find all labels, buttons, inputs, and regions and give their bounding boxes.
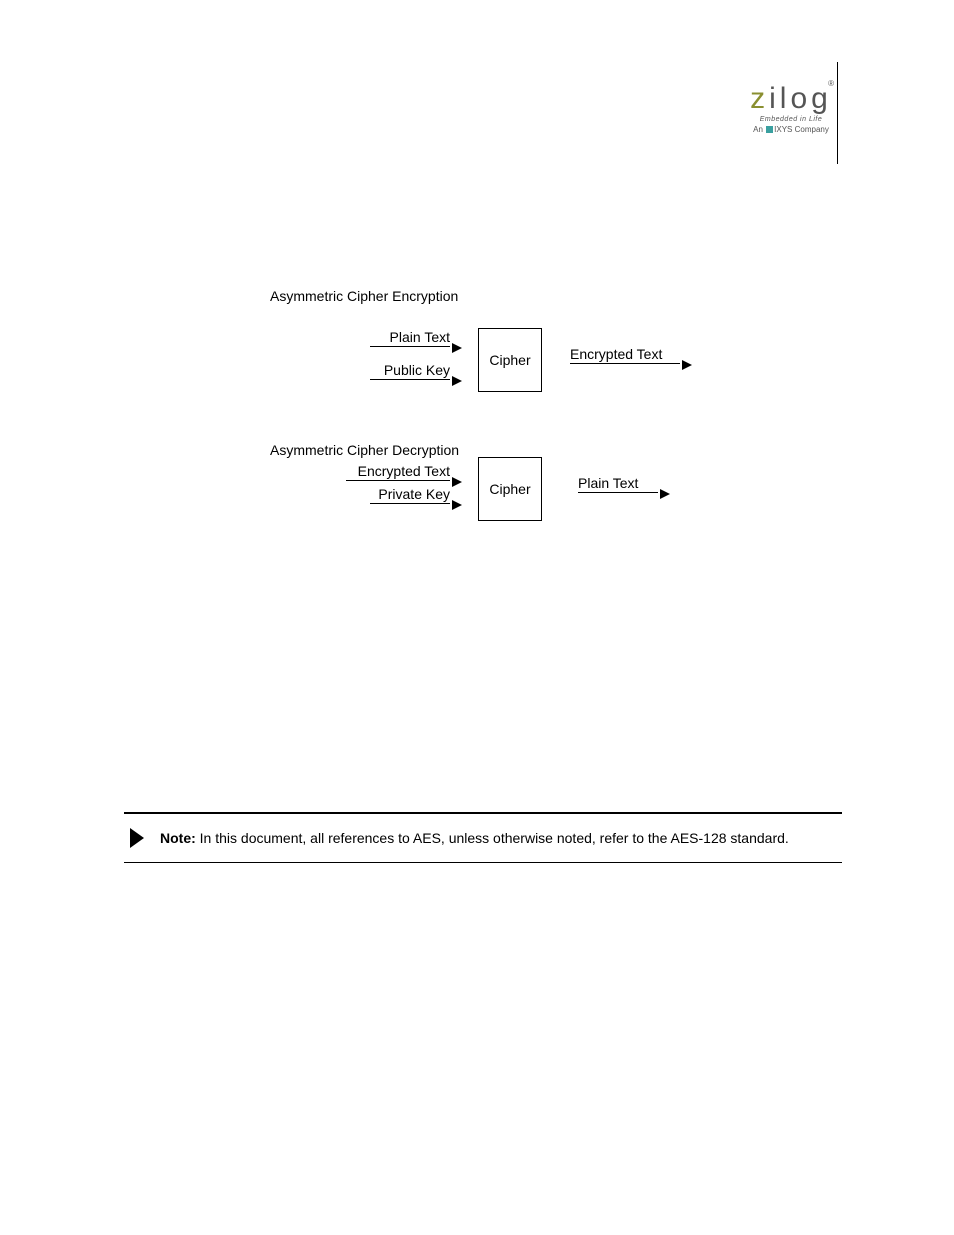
enc-output-underline	[570, 363, 680, 364]
dec-cipher-box: Cipher	[478, 457, 542, 521]
enc-input1-underline	[370, 346, 450, 347]
brand-first-letter: z	[750, 82, 769, 115]
dec-output-arrow-icon	[660, 489, 670, 499]
enc-output-label: Encrypted Text	[570, 346, 690, 362]
enc-input2-label: Public Key	[330, 362, 450, 378]
note-text: Note: In this document, all references t…	[160, 830, 789, 846]
note-rule-bottom	[124, 862, 842, 863]
note-arrow-icon	[130, 828, 144, 848]
dec-output-underline	[578, 492, 658, 493]
brand-square-icon	[766, 126, 773, 133]
brand-logo: zilog ® Embedded in Life An IXYS Company	[746, 84, 836, 134]
note-label: Note:	[160, 830, 196, 846]
brand-wordmark: zilog ®	[746, 84, 836, 114]
dec-input1-label: Encrypted Text	[310, 463, 450, 479]
dec-input2-arrow-icon	[452, 500, 462, 510]
dec-input2-underline	[370, 503, 450, 504]
brand-tag2-pre: An	[753, 125, 763, 134]
brand-tagline-1: Embedded in Life	[746, 116, 836, 123]
enc-cipher-box: Cipher	[478, 328, 542, 392]
brand-tag2-post: IXYS Company	[774, 125, 829, 134]
enc-input2-arrow-icon	[452, 376, 462, 386]
dec-input1-underline	[346, 480, 450, 481]
note-row: Note: In this document, all references t…	[124, 814, 842, 862]
brand-tagline-2: An IXYS Company	[746, 125, 836, 134]
enc-cipher-label: Cipher	[489, 352, 530, 368]
note-body: In this document, all references to AES,…	[200, 830, 789, 846]
dec-input2-label: Private Key	[310, 486, 450, 502]
dec-input1-arrow-icon	[452, 477, 462, 487]
brand-rest: ilog	[769, 82, 832, 115]
registered-mark: ®	[828, 80, 838, 88]
dec-cipher-label: Cipher	[489, 481, 530, 497]
enc-output-arrow-icon	[682, 360, 692, 370]
enc-input1-arrow-icon	[452, 343, 462, 353]
note-block: Note: In this document, all references t…	[124, 812, 842, 863]
encryption-heading: Asymmetric Cipher Encryption	[270, 288, 458, 304]
encryption-diagram: Plain Text Public Key Cipher Encrypted T…	[270, 310, 710, 420]
enc-input1-label: Plain Text	[330, 329, 450, 345]
header-vertical-rule	[837, 62, 838, 164]
enc-input2-underline	[370, 379, 450, 380]
decryption-diagram: Encrypted Text Private Key Cipher Plain …	[270, 444, 710, 554]
